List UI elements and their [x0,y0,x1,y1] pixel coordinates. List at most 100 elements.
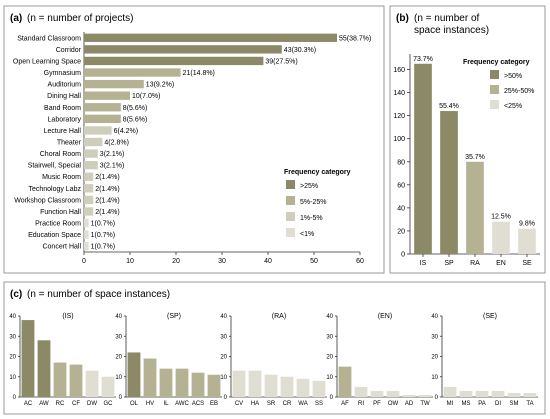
y-tick-label: 10 [9,375,16,381]
data-label: 2(1.4%) [95,186,120,193]
legend-label-5-25: 5%-25% [300,199,326,206]
bar [312,380,326,397]
bar [84,103,121,112]
bar [491,390,505,397]
category-label: SR [267,401,276,407]
data-label: 39(27.5%) [265,58,297,65]
bar [280,376,294,397]
y-tick-label: 120 [393,113,405,120]
category-label: Dining Hall [47,93,81,100]
data-label: 13(9.2%) [146,82,174,89]
category-label: Band Room [44,105,81,112]
panel-a-legend: Frequency category >25% 5%-25% 1%-5% <1% [284,169,351,238]
category-label: Function Hall [40,209,81,216]
y-tick-label: 80 [397,159,405,166]
data-label: 21(14.8%) [183,70,215,77]
category-label: SS [315,401,323,407]
data-label: 10(7.0%) [132,93,160,100]
bar [37,340,51,397]
data-label: 2(1.4%) [95,197,120,204]
bar [84,218,89,228]
panel-c-group: 0 10 20 30 40 (EN) AF RI PF OW AD TW [326,313,433,407]
category-label: EN [496,260,506,267]
bar [143,358,157,397]
y-tick-label: 20 [115,355,122,361]
data-label: 43(30.3%) [284,47,316,54]
bar [518,228,536,254]
y-tick-label: 30 [326,334,333,340]
category-label: AC [24,401,33,407]
data-label: 55.4% [439,103,459,110]
y-tick-label: 140 [393,90,405,97]
y-tick-label: 0 [435,395,439,401]
bar [127,352,141,397]
x-tick-label: 40 [264,258,272,265]
bar [84,195,94,205]
category-label: AD [405,401,414,407]
category-label: RA [470,260,480,267]
panel-b-legend-title: Frequency category [463,59,530,66]
legend-swatch-gt25 [286,180,295,189]
x-tick-label: 50 [310,258,318,265]
y-tick-label: 30 [220,334,227,340]
legend-swatch-lt25 [490,100,499,109]
legend-swatch-lt1 [286,228,295,237]
category-label: DI [495,401,501,407]
bar [84,172,94,181]
panel-a-caption: (n = number of projects) [27,13,133,24]
y-tick-label: 40 [9,314,16,320]
panel-a-label: (a) [10,13,22,24]
category-label: Open Learning Space [13,58,81,65]
data-label: 8(5.6%) [123,105,148,112]
bar [84,230,89,239]
category-label: CF [72,401,80,407]
category-label: Choral Room [40,151,81,158]
y-tick-label: 0 [330,395,334,401]
category-label: Theater [57,140,82,147]
category-label: Music Room [42,174,81,181]
panel-b-caption-line1: (n = number of [414,13,480,24]
data-label: 1(0.7%) [91,221,116,228]
y-tick-label: 60 [397,182,405,189]
bar [440,111,458,254]
y-tick-label: 100 [393,136,405,143]
category-label: AW [39,401,49,407]
category-label: Lecture Hall [44,128,82,135]
y-tick-label: 40 [115,314,122,320]
panel-c-group: 0 10 20 30 40 (SP) OL HV IL AWC ACS EB [115,313,222,407]
category-label: TA [526,401,533,407]
group-title: (SE) [483,313,497,320]
bar [84,91,130,100]
category-label: SP [444,260,454,267]
bar [84,114,121,124]
y-tick-label: 10 [326,375,333,381]
category-label: OL [130,401,139,407]
bar [386,390,400,397]
category-label: Standard Classroom [17,35,81,42]
panel-b-legend: Frequency category >50% 25%-50% <25% [463,59,534,110]
bar [101,376,115,397]
panel-c-caption: (n = number of space instances) [27,289,170,300]
y-tick-label: 20 [397,228,405,235]
category-label: Concert Hall [42,244,81,251]
panel-c-group: 0 10 20 30 40 (SE) MI MS PA DI SM TA [431,313,538,407]
category-label: OW [388,401,399,407]
group-title: (EN) [378,313,392,320]
group-title: (IS) [62,313,73,320]
y-tick-label: 0 [119,395,123,401]
category-label: PA [478,401,486,407]
bar [475,390,489,397]
panel-b-labels: 73.7% IS 55.4% SP 35.7% RA 12.5% EN 9.8% SE [413,56,535,267]
bar [84,137,103,147]
y-tick-label: 10 [115,375,122,381]
category-label: MI [447,401,454,407]
data-label: 1(0.7%) [91,232,116,239]
category-label: IS [420,260,427,267]
category-label: HV [146,401,154,407]
category-label: Technology Labz [28,186,81,193]
bar [84,33,337,42]
bar [84,160,98,170]
bar [175,368,189,397]
category-label: PF [373,401,381,407]
bar [84,126,112,135]
